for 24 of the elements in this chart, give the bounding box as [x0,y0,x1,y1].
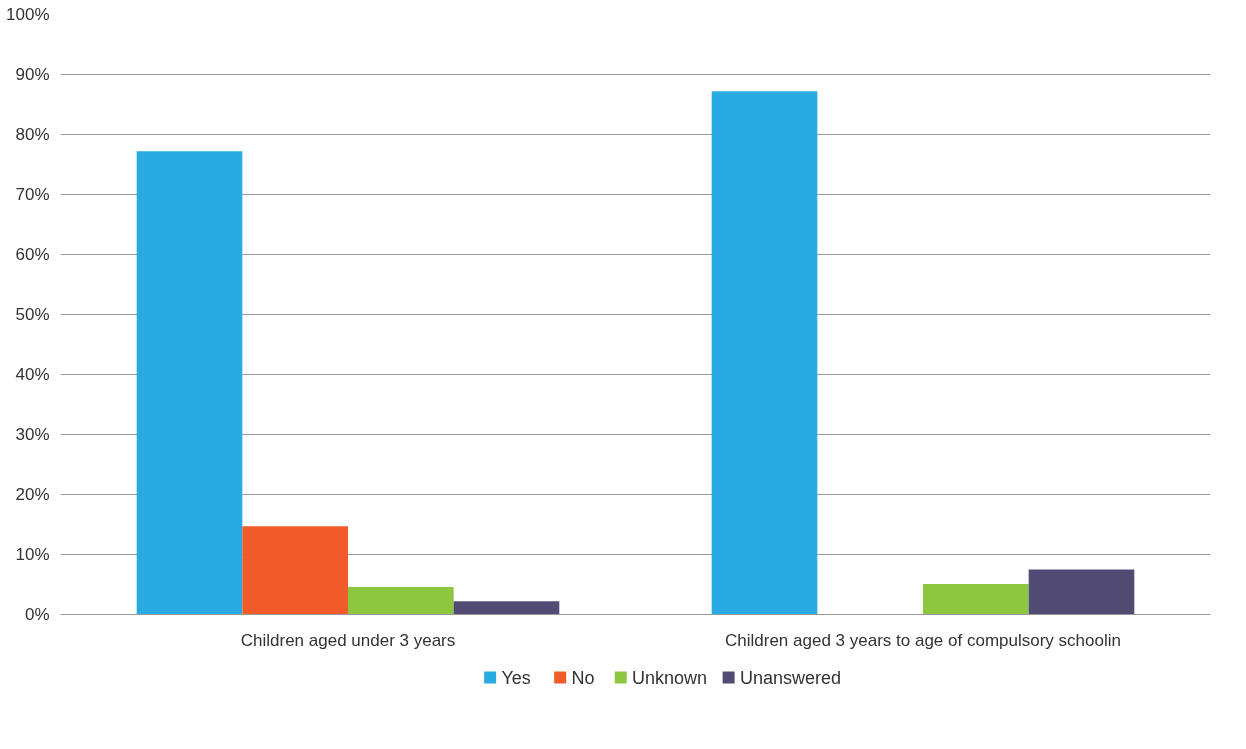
legend-label: Yes [501,667,531,688]
x-tick-label: Children aged 3 years to age of compulsory schoolin [725,630,1121,650]
x-tick-label: Children aged under 3 years [240,630,456,650]
bar [923,583,1029,615]
y-tick-label: 70% [15,185,50,204]
bar [453,601,560,615]
bar [711,91,818,615]
y-tick-label: 10% [15,545,50,564]
legend-label: Unanswered [739,667,842,688]
y-tick-label: 80% [15,125,50,144]
y-tick-label: 50% [15,305,50,324]
y-tick-label: 60% [15,245,50,264]
legend-label: Unknown [632,667,708,688]
y-tick-label: 30% [15,425,50,444]
y-tick-label: 90% [15,65,50,84]
bar [136,151,243,615]
legend-label: No [571,667,595,688]
bar [242,526,348,615]
y-tick-label: 0% [24,605,50,624]
y-tick-label: 40% [15,365,50,384]
bar [348,586,454,615]
y-tick-label: 100% [6,5,50,24]
y-tick-label: 20% [15,485,50,504]
bar [1028,569,1135,615]
